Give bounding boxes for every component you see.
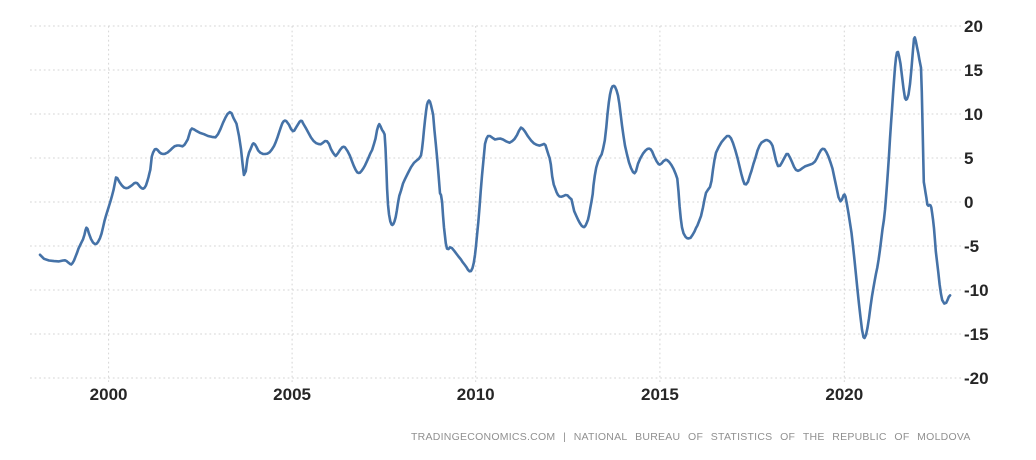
svg-text:-15: -15: [964, 325, 989, 344]
svg-text:20: 20: [964, 17, 983, 36]
svg-text:2015: 2015: [641, 385, 679, 404]
svg-text:10: 10: [964, 105, 983, 124]
svg-text:-20: -20: [964, 369, 989, 388]
svg-text:-10: -10: [964, 281, 989, 300]
svg-text:0: 0: [964, 193, 973, 212]
svg-text:TRADINGECONOMICS.COM | NATIONA: TRADINGECONOMICS.COM | NATIONAL BUREAU O…: [411, 431, 971, 443]
svg-text:2020: 2020: [825, 385, 863, 404]
svg-text:5: 5: [964, 149, 973, 168]
svg-text:2005: 2005: [273, 385, 311, 404]
svg-text:-5: -5: [964, 237, 979, 256]
svg-text:15: 15: [964, 61, 983, 80]
svg-text:2000: 2000: [90, 385, 128, 404]
svg-text:2010: 2010: [457, 385, 495, 404]
